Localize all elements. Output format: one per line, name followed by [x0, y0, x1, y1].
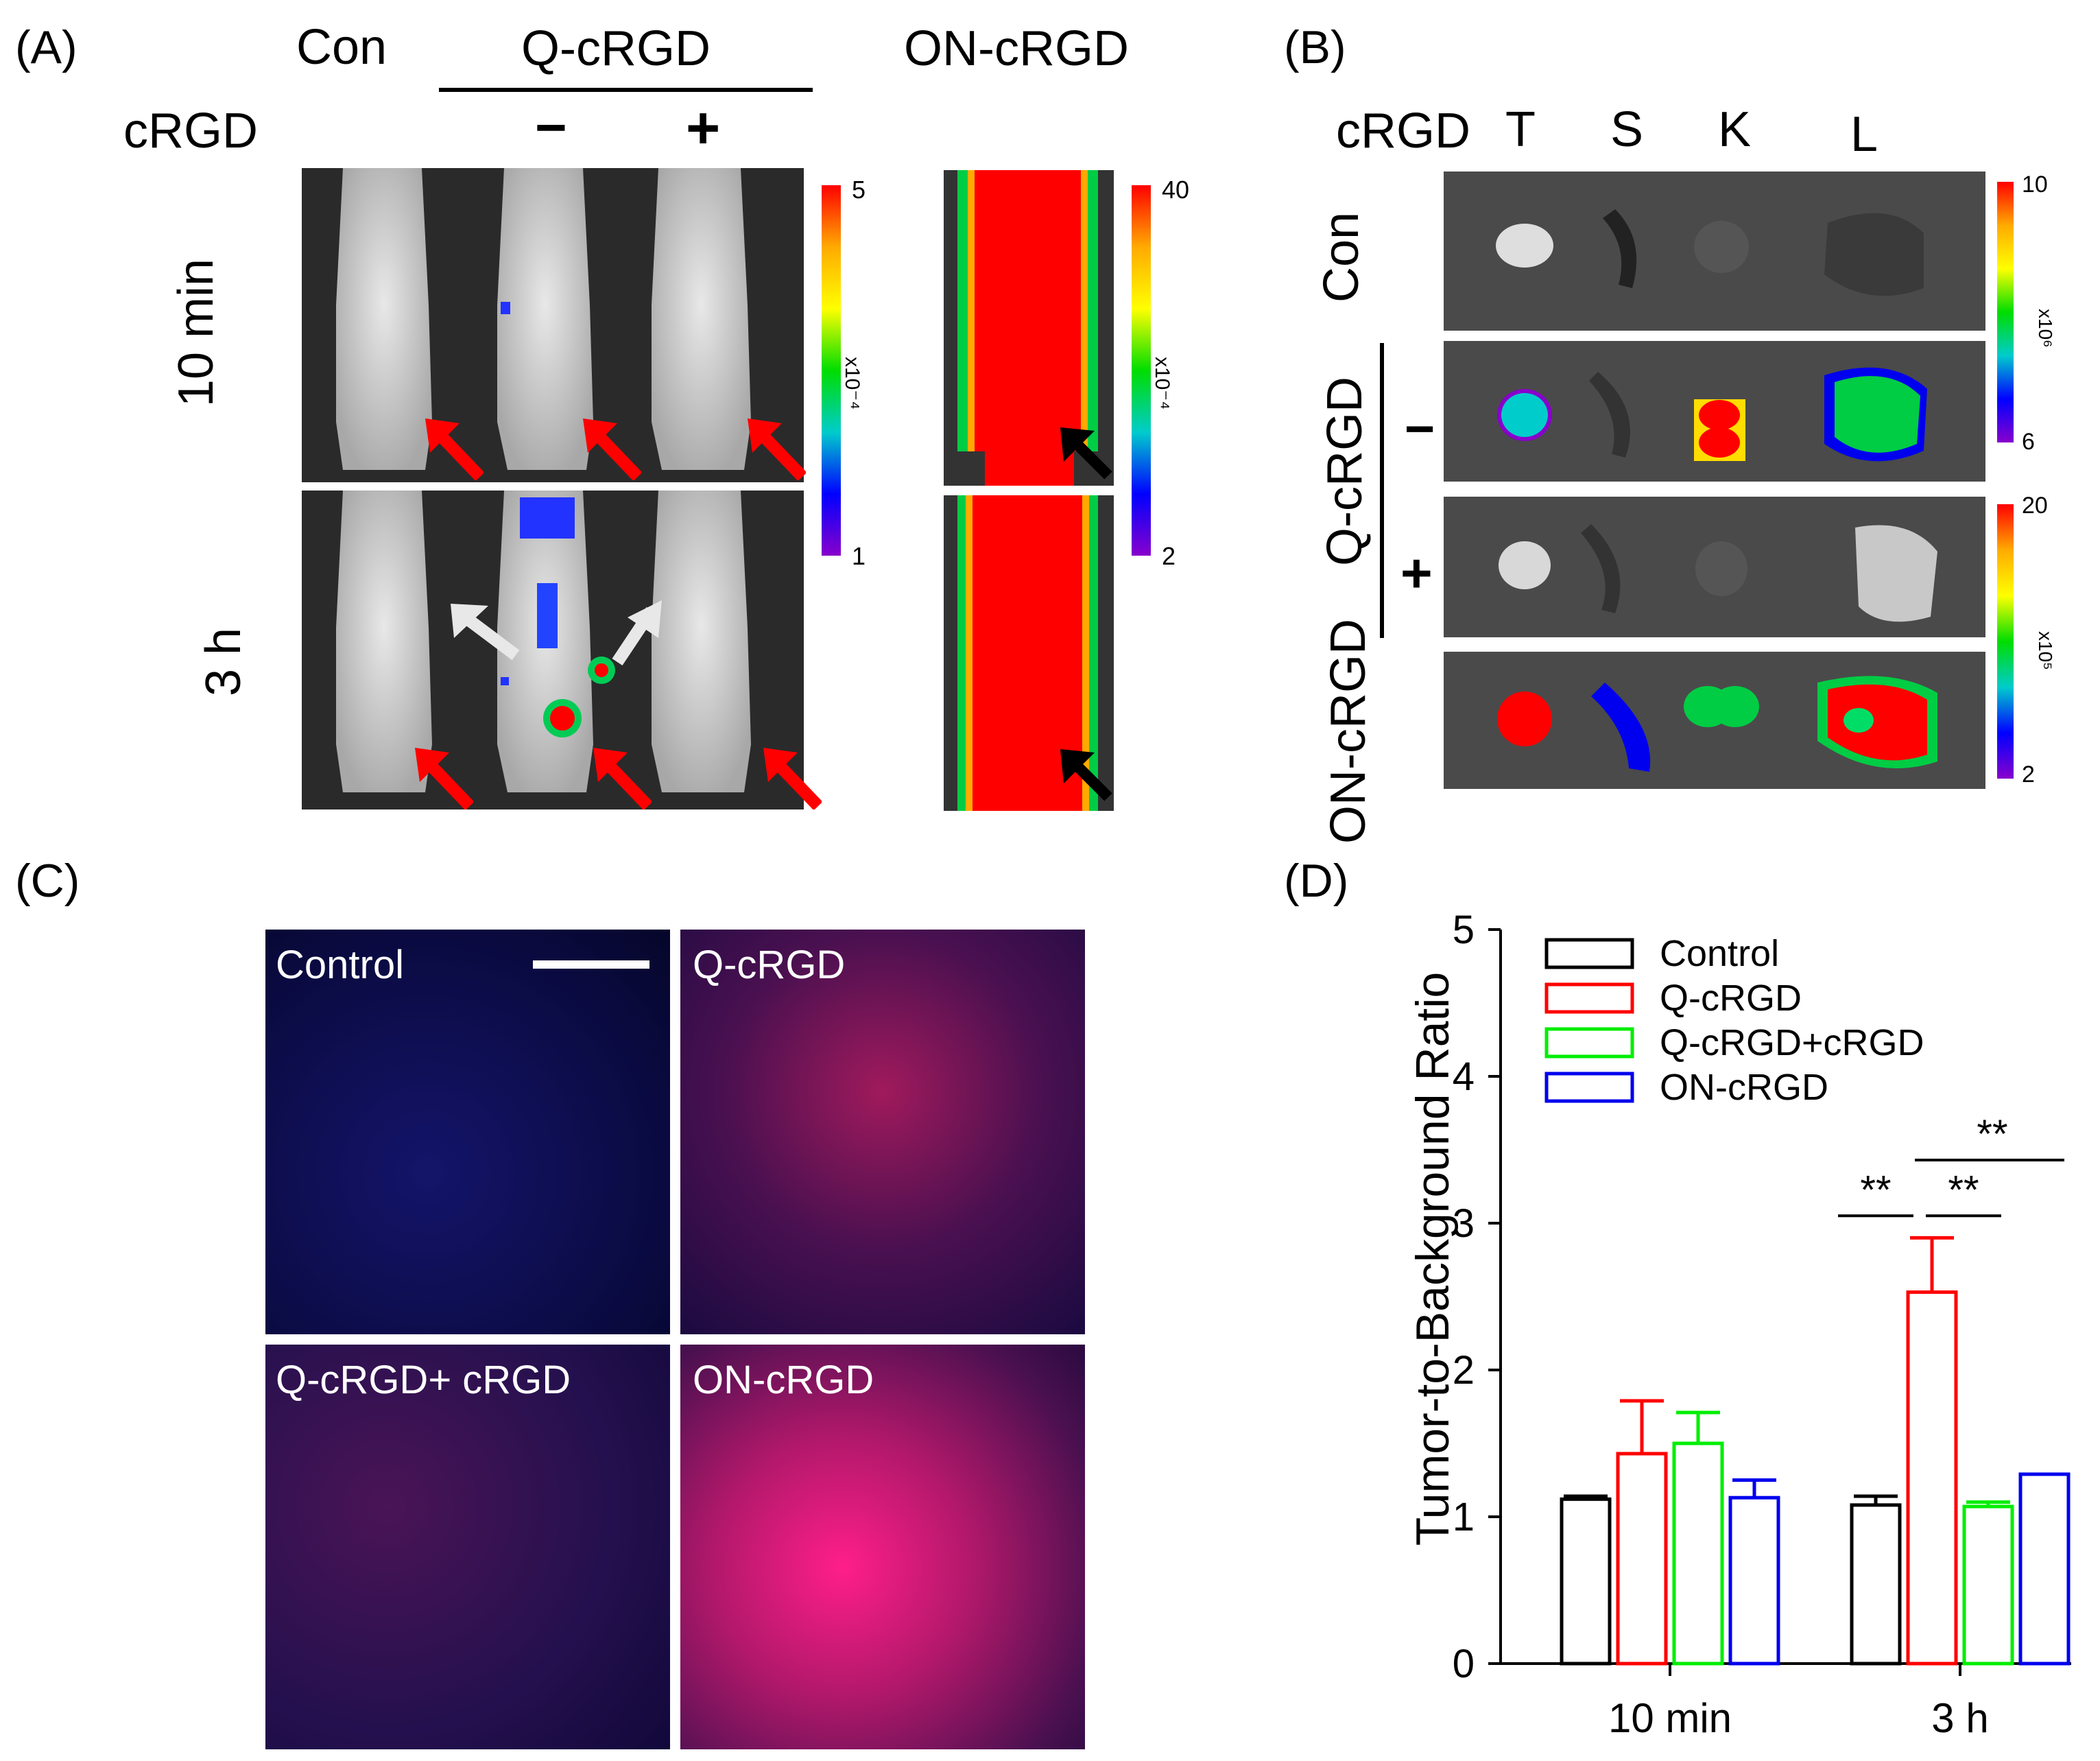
microscopy-label-q-crgd: Q-cRGD	[693, 943, 846, 987]
organ-image-q-crgd-minus	[1444, 341, 1985, 482]
red-arrow-icon	[415, 748, 473, 809]
significance-marker: **	[1948, 1168, 1979, 1212]
organ-label-t: T	[1505, 102, 1536, 157]
panel-c-letter: (C)	[15, 855, 80, 907]
y-tick-label: 4	[1453, 1054, 1475, 1099]
x-tick-label: 3 h	[1931, 1695, 1988, 1741]
microscopy-on-crgd: ON-cRGD	[680, 1345, 1085, 1749]
panel-a-colorbar-1-max: 5	[852, 176, 866, 204]
x-tick-label: 10 min	[1608, 1695, 1732, 1741]
organ-label-k: K	[1718, 102, 1752, 157]
panel-b-minus: −	[1405, 400, 1435, 458]
microscopy-control: Control	[265, 930, 670, 1334]
red-arrow-icon	[748, 418, 806, 480]
red-arrow-icon	[425, 418, 484, 480]
bar-q-crgd-crgd	[1672, 1441, 1724, 1666]
panel-b-colorbar-2	[1997, 504, 2014, 779]
legend-label: Q-cRGD	[1660, 978, 1802, 1019]
panel-a-colorbar-2	[1132, 185, 1151, 556]
panel-b-letter: (B)	[1284, 21, 1346, 73]
panel-a-q-crgd-label: Q-cRGD	[521, 21, 711, 76]
mouse-image-row1	[302, 168, 804, 482]
significance-marker: **	[1977, 1112, 2007, 1157]
panel-a-plus: +	[686, 95, 721, 161]
microscopy-label-control: Control	[276, 943, 404, 987]
red-arrow-icon	[583, 418, 641, 480]
panel-b-colorbar-1	[1997, 182, 2014, 442]
y-tick-label: 1	[1453, 1495, 1475, 1539]
panel-a-colorbar-2-min: 2	[1162, 542, 1176, 570]
white-arrow-icon	[612, 600, 662, 665]
legend-swatch	[1544, 1072, 1634, 1103]
panel-b-crgd-label: cRGD	[1336, 104, 1470, 158]
bar-q-crgd-crgd	[1962, 1504, 2014, 1666]
panel-a-letter: (A)	[15, 21, 77, 73]
panel-a-colorbar-1-min: 1	[852, 542, 866, 570]
microscopy-label-q-crgd-plus-crgd: Q-cRGD+ cRGD	[276, 1358, 571, 1402]
panel-d-letter: (D)	[1284, 855, 1349, 907]
bar-control	[1560, 1497, 1612, 1666]
panel-a-bracket-line	[439, 88, 813, 92]
legend-label: ON-cRGD	[1660, 1067, 1828, 1108]
organ-image-q-crgd-plus	[1444, 497, 1985, 637]
y-tick-label: 2	[1453, 1348, 1475, 1393]
red-arrow-icon	[763, 748, 822, 809]
bar-on-crgd	[1728, 1496, 1780, 1666]
y-tick-label: 5	[1453, 908, 1475, 952]
legend-swatch	[1544, 1027, 1634, 1059]
legend-swatch	[1544, 938, 1634, 969]
organ-image-on-crgd	[1444, 652, 1985, 789]
organ-image-con	[1444, 172, 1985, 331]
legend-swatch	[1544, 982, 1634, 1014]
panel-b-colorbar-1-max: 10	[2022, 172, 2048, 198]
significance-marker: **	[1860, 1168, 1891, 1212]
on-crgd-image-row1	[944, 170, 1114, 486]
microscopy-label-on-crgd: ON-cRGD	[693, 1358, 874, 1402]
panel-a-con-label: Con	[296, 20, 387, 75]
bar-control	[1850, 1503, 1902, 1666]
panel-a-minus: −	[535, 97, 567, 158]
bar-on-crgd	[2018, 1472, 2071, 1666]
microscopy-q-crgd: Q-cRGD	[680, 930, 1085, 1334]
y-tick-label: 3	[1453, 1201, 1475, 1246]
panel-b-plus: +	[1400, 543, 1433, 604]
panel-a-on-crgd-label: ON-cRGD	[904, 21, 1129, 76]
panel-b-colorbar-2-min: 2	[2022, 761, 2035, 788]
y-tick-label: 0	[1453, 1642, 1475, 1686]
panel-b-colorbar-2-max: 20	[2022, 493, 2048, 519]
legend-label: Q-cRGD+cRGD	[1660, 1022, 1924, 1063]
organ-label-s: S	[1610, 102, 1644, 157]
bar-q-crgd	[1616, 1452, 1668, 1666]
panel-a-colorbar-1	[822, 185, 841, 556]
red-arrow-icon	[593, 748, 652, 809]
panel-b-bracket-line	[1380, 343, 1384, 638]
white-arrow-icon	[451, 604, 520, 661]
panel-a-crgd-label: cRGD	[123, 104, 258, 158]
organ-label-l: L	[1850, 107, 1878, 162]
on-crgd-image-row2	[944, 495, 1114, 811]
bar-q-crgd	[1906, 1290, 1958, 1666]
microscopy-q-crgd-plus-crgd: Q-cRGD+ cRGD	[265, 1345, 670, 1749]
panel-b-colorbar-1-min: 6	[2022, 429, 2035, 455]
scale-bar	[533, 960, 649, 969]
legend-label: Control	[1660, 933, 1779, 974]
panel-a-colorbar-2-max: 40	[1162, 176, 1190, 204]
mouse-image-row2	[302, 491, 804, 809]
